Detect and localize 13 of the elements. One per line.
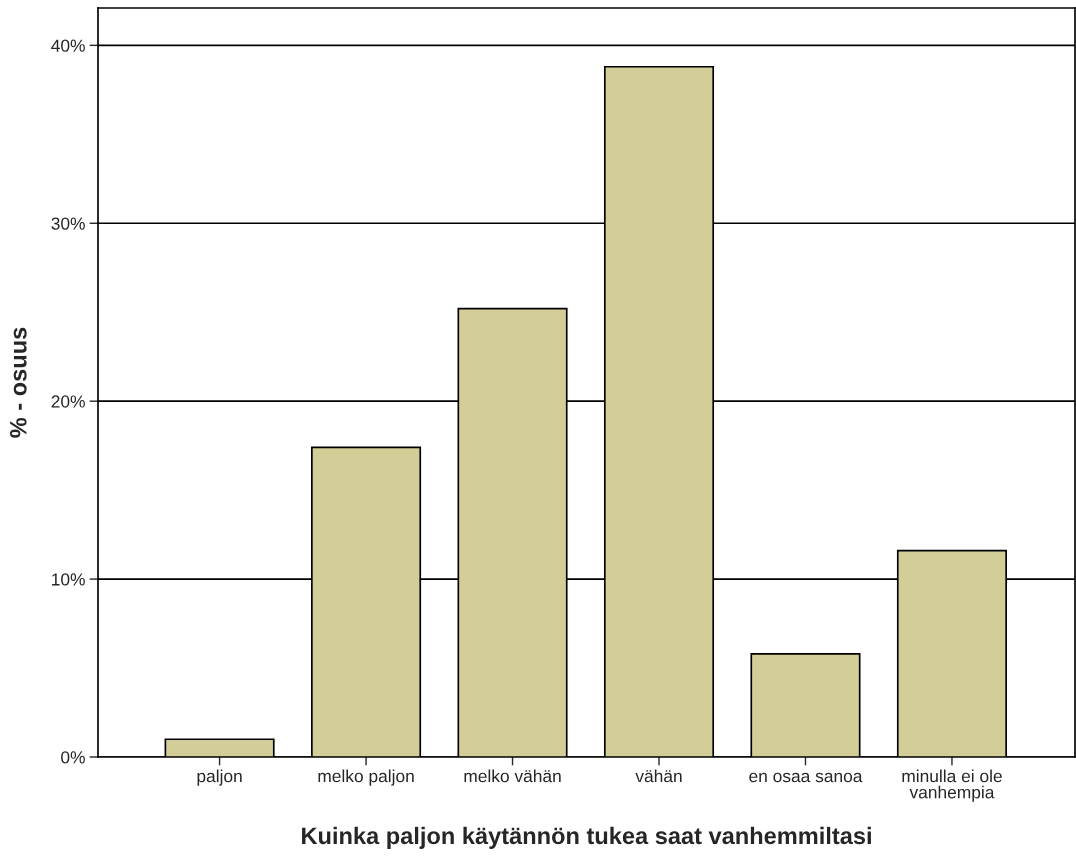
y-axis-title: % - osuus <box>9 327 27 438</box>
x-tick-label: melko vähän <box>464 769 561 783</box>
x-axis-title: Kuinka paljon käytännön tukea saat vanhemmiltasi <box>302 826 871 849</box>
y-tick-label: 40% <box>51 39 85 52</box>
x-tick-label: minulla ei ole vanhempia <box>902 769 1002 802</box>
x-tick-label: vähän <box>635 769 682 783</box>
y-tick-label: 0% <box>61 751 85 764</box>
y-tick-label: 30% <box>51 217 85 230</box>
y-tick-label: 20% <box>51 395 85 408</box>
x-tick-label: en osaa sanoa <box>749 772 863 783</box>
x-tick-label: paljon <box>197 769 242 786</box>
y-tick-label: 10% <box>52 573 85 586</box>
x-tick-label: melko paljon <box>318 769 414 786</box>
